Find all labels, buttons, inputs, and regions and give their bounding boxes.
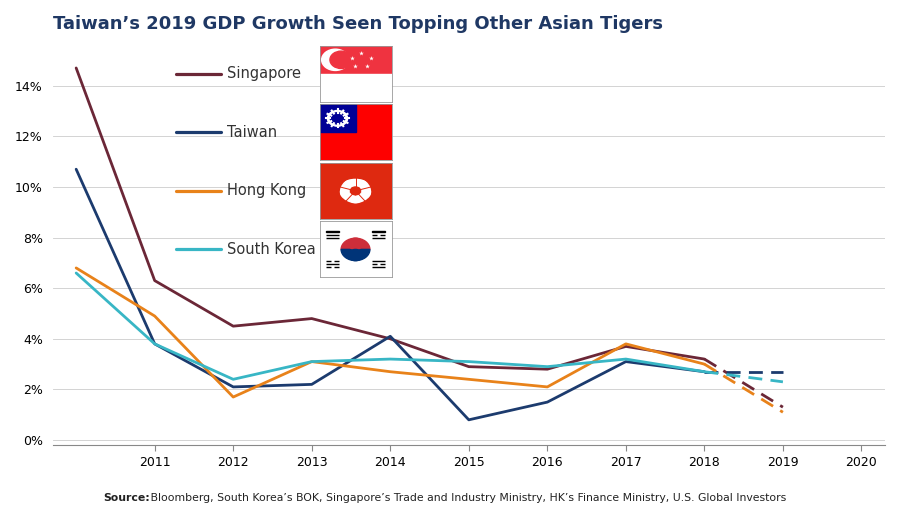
Text: South Korea: South Korea: [227, 242, 316, 257]
Text: Bloomberg, South Korea’s BOK, Singapore’s Trade and Industry Ministry, HK’s Fina: Bloomberg, South Korea’s BOK, Singapore’…: [147, 493, 786, 503]
Bar: [320, 74, 392, 102]
Bar: [320, 104, 356, 132]
Circle shape: [348, 238, 363, 249]
Ellipse shape: [360, 181, 371, 196]
Bar: [320, 46, 392, 74]
Ellipse shape: [341, 192, 358, 203]
Wedge shape: [341, 249, 370, 261]
Text: Taiwan’s 2019 GDP Growth Seen Topping Other Asian Tigers: Taiwan’s 2019 GDP Growth Seen Topping Ot…: [52, 15, 662, 33]
Circle shape: [350, 187, 361, 195]
Text: Singapore: Singapore: [227, 66, 301, 81]
Ellipse shape: [346, 179, 365, 187]
Text: Source:: Source:: [104, 493, 150, 503]
Circle shape: [321, 49, 349, 70]
Circle shape: [330, 113, 345, 124]
Wedge shape: [341, 238, 370, 249]
Text: Taiwan: Taiwan: [227, 125, 277, 140]
Ellipse shape: [353, 192, 370, 203]
Circle shape: [348, 249, 363, 261]
Circle shape: [330, 51, 352, 69]
Text: Hong Kong: Hong Kong: [227, 183, 306, 199]
Ellipse shape: [340, 181, 351, 196]
Circle shape: [328, 110, 347, 126]
